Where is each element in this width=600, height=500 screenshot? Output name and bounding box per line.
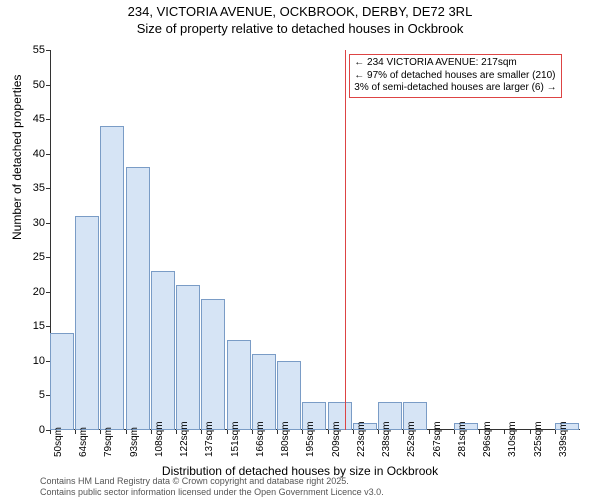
x-tick-mark [353,430,354,434]
y-tick-label: 5 [20,389,45,401]
x-tick-mark [403,430,404,434]
histogram-bar [126,167,150,430]
y-tick-label: 15 [20,320,45,332]
histogram-bar [75,216,99,430]
x-tick-label: 267sqm [432,421,443,457]
y-tick-label: 40 [20,148,45,160]
histogram-bar [50,333,74,430]
x-tick-label: 137sqm [204,421,215,457]
histogram-bar [176,285,200,430]
y-tick-label: 20 [20,286,45,298]
property-marker-line [345,50,346,430]
x-tick-mark [555,430,556,434]
x-tick-label: 50sqm [53,427,64,457]
x-tick-label: 339sqm [558,421,569,457]
x-tick-mark [252,430,253,434]
x-tick-label: 209sqm [331,421,342,457]
x-tick-label: 238sqm [381,421,392,457]
histogram-bar [151,271,175,430]
y-tick-mark [46,223,50,224]
x-tick-label: 93sqm [129,427,140,457]
y-tick-label: 50 [20,79,45,91]
y-tick-label: 0 [20,424,45,436]
x-tick-mark [50,430,51,434]
x-tick-label: 151sqm [230,421,241,457]
x-tick-label: 281sqm [457,421,468,457]
x-tick-mark [126,430,127,434]
x-tick-mark [151,430,152,434]
y-tick-label: 35 [20,182,45,194]
x-tick-mark [277,430,278,434]
x-tick-label: 180sqm [280,421,291,457]
annotation-line: 3% of semi-detached houses are larger (6… [354,82,556,95]
y-tick-mark [46,326,50,327]
x-tick-mark [328,430,329,434]
x-tick-label: 166sqm [255,421,266,457]
x-tick-mark [530,430,531,434]
histogram-bar [277,361,301,430]
x-tick-mark [479,430,480,434]
chart-title: 234, VICTORIA AVENUE, OCKBROOK, DERBY, D… [0,0,600,38]
x-tick-label: 223sqm [356,421,367,457]
chart-container: 234, VICTORIA AVENUE, OCKBROOK, DERBY, D… [0,0,600,500]
histogram-bar [252,354,276,430]
y-tick-mark [46,119,50,120]
y-tick-mark [46,257,50,258]
x-tick-mark [227,430,228,434]
histogram-bar [227,340,251,430]
x-tick-mark [504,430,505,434]
y-tick-mark [46,85,50,86]
x-tick-mark [302,430,303,434]
x-tick-label: 252sqm [406,421,417,457]
x-tick-label: 296sqm [482,421,493,457]
x-tick-mark [201,430,202,434]
y-tick-mark [46,188,50,189]
histogram-bar [100,126,124,430]
x-tick-mark [176,430,177,434]
x-tick-label: 195sqm [305,421,316,457]
x-tick-label: 79sqm [103,427,114,457]
credit-line1: Contains HM Land Registry data © Crown c… [40,476,384,487]
annotation-line: ← 234 VICTORIA AVENUE: 217sqm [354,57,556,70]
y-tick-label: 55 [20,44,45,56]
x-tick-label: 108sqm [154,421,165,457]
y-tick-mark [46,154,50,155]
y-tick-label: 30 [20,217,45,229]
y-tick-mark [46,292,50,293]
x-tick-mark [100,430,101,434]
y-tick-label: 45 [20,113,45,125]
y-tick-label: 25 [20,251,45,263]
title-line1: 234, VICTORIA AVENUE, OCKBROOK, DERBY, D… [0,4,600,21]
y-tick-label: 10 [20,355,45,367]
histogram-bar [201,299,225,430]
credits: Contains HM Land Registry data © Crown c… [40,476,384,498]
plot-area: 051015202530354045505550sqm64sqm79sqm93s… [50,50,580,430]
x-tick-mark [75,430,76,434]
x-tick-label: 122sqm [179,421,190,457]
annotation-line: ← 97% of detached houses are smaller (21… [354,70,556,83]
title-line2: Size of property relative to detached ho… [0,21,600,38]
x-tick-mark [378,430,379,434]
credit-line2: Contains public sector information licen… [40,487,384,498]
y-tick-mark [46,50,50,51]
x-tick-mark [429,430,430,434]
x-tick-label: 64sqm [78,427,89,457]
x-tick-label: 325sqm [533,421,544,457]
x-tick-label: 310sqm [507,421,518,457]
x-tick-mark [454,430,455,434]
annotation-box: ← 234 VICTORIA AVENUE: 217sqm← 97% of de… [349,54,561,98]
